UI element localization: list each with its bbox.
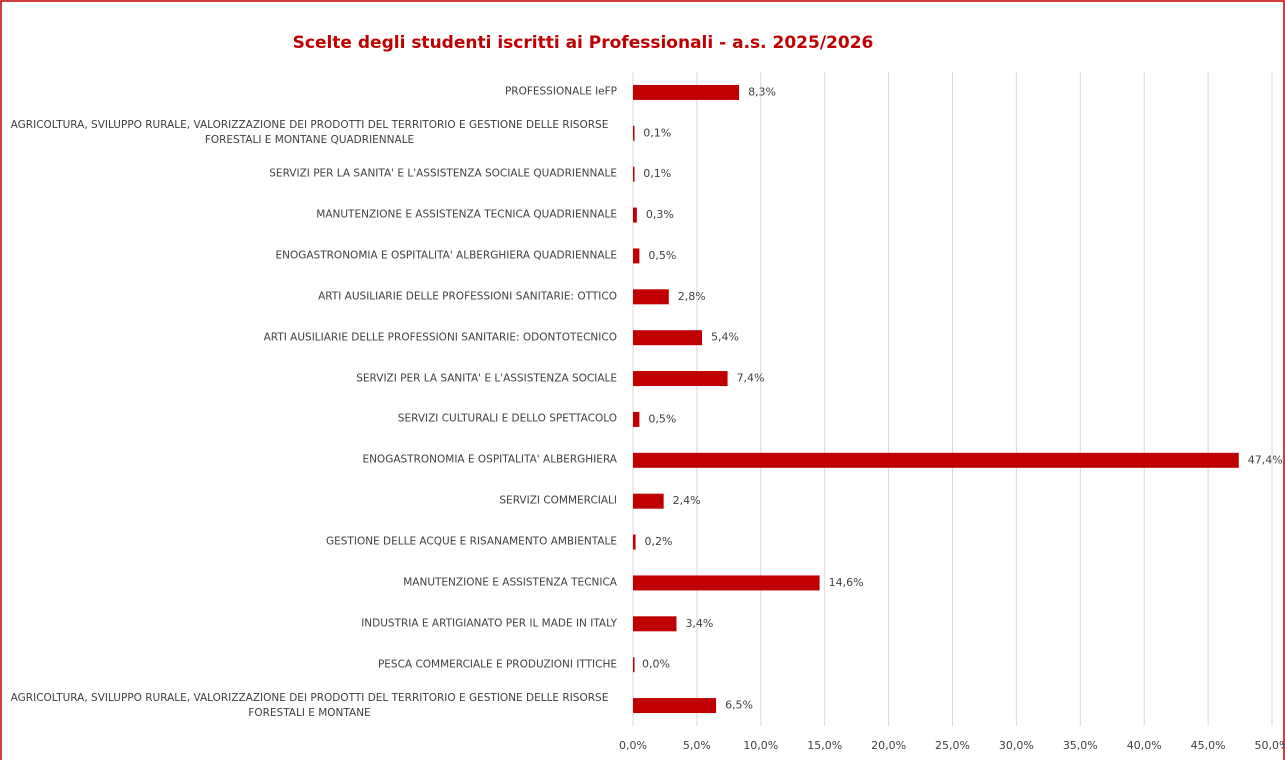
bar xyxy=(633,616,677,632)
data-label: 0,1% xyxy=(643,126,671,139)
category-label-row: INDUSTRIA E ARTIGIANATO PER IL MADE IN I… xyxy=(0,616,617,631)
x-tick-label: 5,0% xyxy=(683,739,711,752)
category-label-row: SERVIZI PER LA SANITA' E L'ASSISTENZA SO… xyxy=(0,167,617,182)
bar xyxy=(633,330,703,346)
category-label-row: SERVIZI PER LA SANITA' E L'ASSISTENZA SO… xyxy=(0,371,617,386)
data-label: 3,4% xyxy=(685,617,713,630)
category-label-row: GESTIONE DELLE ACQUE E RISANAMENTO AMBIE… xyxy=(0,535,617,550)
bar xyxy=(633,534,636,550)
category-label-row: MANUTENZIONE E ASSISTENZA TECNICA xyxy=(0,575,617,590)
y-tick-label: SERVIZI PER LA SANITA' E L'ASSISTENZA SO… xyxy=(269,167,617,180)
x-tick-label: 50,0% xyxy=(1255,739,1285,752)
y-tick-label: SERVIZI PER LA SANITA' E L'ASSISTENZA SO… xyxy=(356,372,617,385)
y-tick-label: PESCA COMMERCIALE E PRODUZIONI ITTICHE xyxy=(377,658,617,671)
y-tick-label: ARTI AUSILIARIE DELLE PROFESSIONI SANITA… xyxy=(263,331,617,344)
data-label: 0,1% xyxy=(643,167,671,180)
y-tick-label: MANUTENZIONE E ASSISTENZA TECNICA xyxy=(403,576,617,589)
category-label-row: PROFESSIONALE IeFP xyxy=(0,85,617,100)
bar xyxy=(633,371,728,387)
y-tick-label: AGRICOLTURA, SVILUPPO RURALE, VALORIZZAZ… xyxy=(10,119,609,147)
y-tick-label: SERVIZI COMMERCIALI xyxy=(499,494,617,507)
bar xyxy=(633,207,637,223)
x-tick-label: 10,0% xyxy=(743,739,778,752)
x-tick-label: 15,0% xyxy=(807,739,842,752)
x-tick-label: 45,0% xyxy=(1191,739,1226,752)
category-label-row: AGRICOLTURA, SVILUPPO RURALE, VALORIZZAZ… xyxy=(0,691,617,721)
x-tick-label: 30,0% xyxy=(999,739,1034,752)
data-label: 7,4% xyxy=(737,372,765,385)
bar xyxy=(633,84,740,100)
bar xyxy=(633,166,635,182)
x-tick-label: 20,0% xyxy=(871,739,906,752)
y-tick-label: GESTIONE DELLE ACQUE E RISANAMENTO AMBIE… xyxy=(326,535,617,548)
y-tick-label: AGRICOLTURA, SVILUPPO RURALE, VALORIZZAZ… xyxy=(10,691,609,719)
category-label-row: AGRICOLTURA, SVILUPPO RURALE, VALORIZZAZ… xyxy=(0,118,617,148)
y-tick-label: ARTI AUSILIARIE DELLE PROFESSIONI SANITA… xyxy=(318,290,617,303)
x-tick-label: 35,0% xyxy=(1063,739,1098,752)
category-label-row: ENOGASTRONOMIA E OSPITALITA' ALBERGHIERA xyxy=(0,453,617,468)
chart-title: Scelte degli studenti iscritti ai Profes… xyxy=(293,33,874,53)
data-label: 8,3% xyxy=(748,85,776,98)
data-label: 2,8% xyxy=(678,290,706,303)
y-tick-label: ENOGASTRONOMIA E OSPITALITA' ALBERGHIERA… xyxy=(275,249,617,262)
data-label: 5,4% xyxy=(711,331,739,344)
category-label-row: ENOGASTRONOMIA E OSPITALITA' ALBERGHIERA… xyxy=(0,248,617,263)
bar xyxy=(633,248,640,264)
x-tick-label: 40,0% xyxy=(1127,739,1162,752)
x-tick-label: 0,0% xyxy=(619,739,647,752)
bar xyxy=(633,125,635,141)
data-label: 6,5% xyxy=(725,699,753,712)
bar xyxy=(633,452,1239,468)
data-label: 47,4% xyxy=(1248,453,1283,466)
y-tick-label: SERVIZI CULTURALI E DELLO SPETTACOLO xyxy=(397,412,617,425)
category-label-row: ARTI AUSILIARIE DELLE PROFESSIONI SANITA… xyxy=(0,289,617,304)
bar xyxy=(633,575,820,591)
data-label: 0,5% xyxy=(648,249,676,262)
y-tick-label: ENOGASTRONOMIA E OSPITALITA' ALBERGHIERA xyxy=(362,453,617,466)
x-tick-label: 25,0% xyxy=(935,739,970,752)
y-tick-label: PROFESSIONALE IeFP xyxy=(504,85,617,98)
y-tick-label: INDUSTRIA E ARTIGIANATO PER IL MADE IN I… xyxy=(361,617,617,630)
data-label: 2,4% xyxy=(673,494,701,507)
data-label: 0,0% xyxy=(642,658,670,671)
bar xyxy=(633,493,664,509)
category-label-row: PESCA COMMERCIALE E PRODUZIONI ITTICHE xyxy=(0,657,617,672)
bar xyxy=(633,657,635,673)
y-tick-label: MANUTENZIONE E ASSISTENZA TECNICA QUADRI… xyxy=(316,208,617,221)
category-label-row: SERVIZI CULTURALI E DELLO SPETTACOLO xyxy=(0,412,617,427)
bar xyxy=(633,411,640,427)
data-label: 0,5% xyxy=(648,412,676,425)
bar xyxy=(633,698,717,714)
category-label-row: ARTI AUSILIARIE DELLE PROFESSIONI SANITA… xyxy=(0,330,617,345)
data-label: 14,6% xyxy=(829,576,864,589)
bar xyxy=(633,289,669,305)
data-label: 0,2% xyxy=(645,535,673,548)
data-label: 0,3% xyxy=(646,208,674,221)
category-label-row: MANUTENZIONE E ASSISTENZA TECNICA QUADRI… xyxy=(0,208,617,223)
category-label-row: SERVIZI COMMERCIALI xyxy=(0,494,617,509)
